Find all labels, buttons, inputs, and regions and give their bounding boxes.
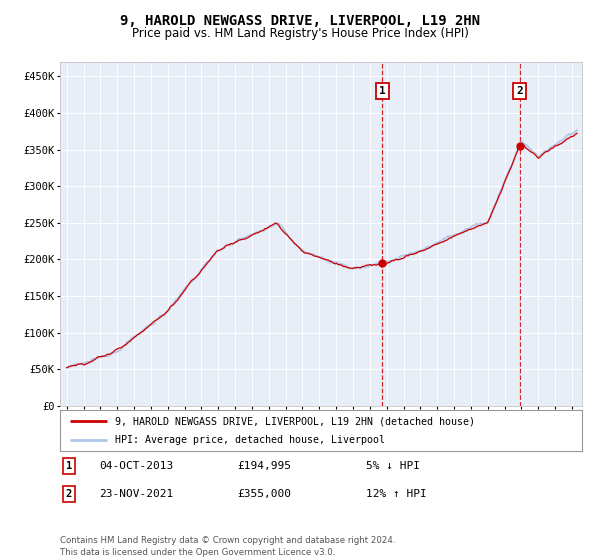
Text: 04-OCT-2013: 04-OCT-2013 xyxy=(99,461,173,471)
Text: 1: 1 xyxy=(66,461,72,471)
Text: 5% ↓ HPI: 5% ↓ HPI xyxy=(366,461,420,471)
Text: £194,995: £194,995 xyxy=(237,461,291,471)
Text: 2: 2 xyxy=(517,86,523,96)
Text: Contains HM Land Registry data © Crown copyright and database right 2024.
This d: Contains HM Land Registry data © Crown c… xyxy=(60,536,395,557)
Text: 9, HAROLD NEWGASS DRIVE, LIVERPOOL, L19 2HN: 9, HAROLD NEWGASS DRIVE, LIVERPOOL, L19 … xyxy=(120,14,480,28)
Text: 12% ↑ HPI: 12% ↑ HPI xyxy=(366,489,427,499)
Text: 9, HAROLD NEWGASS DRIVE, LIVERPOOL, L19 2HN (detached house): 9, HAROLD NEWGASS DRIVE, LIVERPOOL, L19 … xyxy=(115,417,475,426)
Text: HPI: Average price, detached house, Liverpool: HPI: Average price, detached house, Live… xyxy=(115,435,385,445)
Text: Price paid vs. HM Land Registry's House Price Index (HPI): Price paid vs. HM Land Registry's House … xyxy=(131,27,469,40)
Text: 23-NOV-2021: 23-NOV-2021 xyxy=(99,489,173,499)
Text: 1: 1 xyxy=(379,86,386,96)
Text: 2: 2 xyxy=(66,489,72,499)
Text: £355,000: £355,000 xyxy=(237,489,291,499)
